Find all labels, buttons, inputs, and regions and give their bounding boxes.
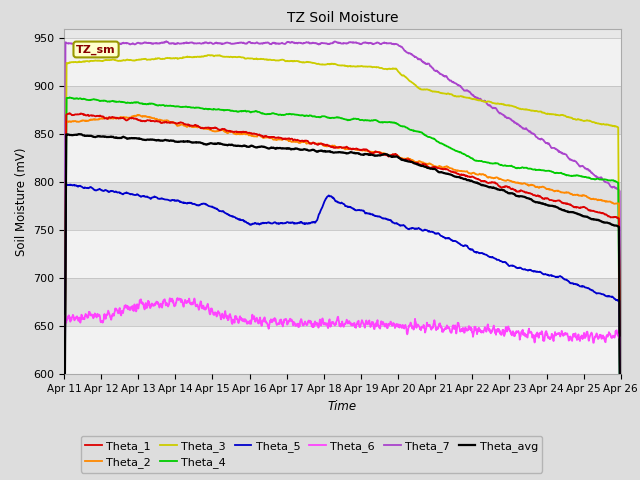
- Legend: Theta_1, Theta_2, Theta_3, Theta_4, Theta_5, Theta_6, Theta_7, Theta_avg: Theta_1, Theta_2, Theta_3, Theta_4, Thet…: [81, 436, 543, 472]
- X-axis label: Time: Time: [328, 400, 357, 413]
- Bar: [64, 134, 621, 182]
- Bar: [64, 38, 621, 86]
- Bar: [64, 86, 621, 134]
- Text: TZ_sm: TZ_sm: [76, 44, 116, 55]
- Bar: [64, 326, 621, 374]
- Bar: [64, 182, 621, 230]
- Bar: [64, 230, 621, 278]
- Title: TZ Soil Moisture: TZ Soil Moisture: [287, 11, 398, 25]
- Bar: [64, 278, 621, 326]
- Y-axis label: Soil Moisture (mV): Soil Moisture (mV): [15, 147, 28, 256]
